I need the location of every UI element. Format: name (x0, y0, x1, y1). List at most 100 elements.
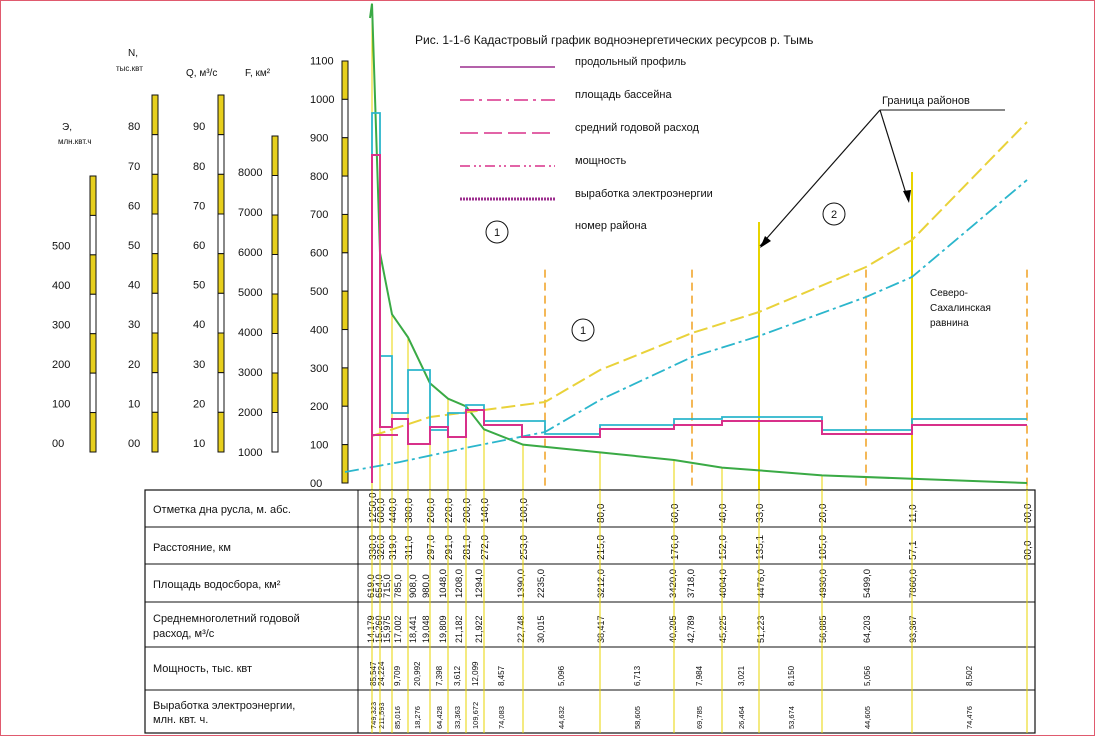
axis-e-segment (89, 412, 97, 453)
discharge-value: 14,179 (366, 615, 376, 643)
axis-label-e-unit: млн.квт.ч (58, 137, 92, 146)
basin-area-value: 715,0 (382, 574, 393, 598)
energy-value: 69,785 (695, 706, 704, 729)
elevation-value: 200,0 (462, 498, 473, 523)
axis-q-segment (217, 94, 225, 136)
power-value: 85,547 (369, 661, 378, 686)
axis-h-segment (341, 175, 349, 215)
axis-h-segment (341, 213, 349, 254)
annotations: Граница районов Северо- Сахалинская равн… (882, 95, 991, 329)
axis-q-segment (217, 332, 225, 374)
discharge-value: 51,223 (756, 615, 766, 643)
basin-area-value: 1208,0 (454, 569, 465, 598)
axis-e-tick: 300 (52, 320, 70, 332)
axis-n-tick: 10 (128, 398, 140, 410)
basin-area-value: 908,0 (408, 574, 419, 598)
axis-f-segment (271, 135, 279, 176)
legend: продольный профиль площадь бассейна средни… (460, 56, 713, 232)
basin-area-value: 7860,0 (908, 569, 919, 598)
row-label-energy-2: млн. квт. ч. (153, 714, 208, 726)
basin-area-value: 1048,0 (438, 569, 449, 598)
discharge-value: 18,441 (408, 615, 418, 643)
energy-value: 74,476 (965, 706, 974, 729)
axis-q-tick: 10 (193, 438, 205, 450)
axis-n-segment (151, 372, 159, 413)
axis-f-tick: 5000 (238, 287, 262, 299)
discharge-value: 21,182 (454, 615, 464, 643)
axis-n-tick: 50 (128, 240, 140, 252)
series-energy-step (371, 154, 1027, 483)
axis-e-segment (89, 214, 97, 256)
axis-label-q: Q, м³/с (186, 68, 217, 79)
distance-value: 319,0 (388, 535, 399, 560)
power-value: 9,709 (393, 665, 402, 686)
axis-f-tick: 7000 (238, 207, 262, 219)
row-label-discharge-2: расход, м³/с (153, 628, 215, 640)
axis-n-segment (151, 134, 159, 175)
elevation-value: 20,0 (818, 503, 829, 523)
basin-area-value: 4476,0 (756, 569, 767, 598)
row-label-basin-area: Площадь водосбора, км² (153, 579, 281, 591)
elevation-value: 1250,0 (368, 492, 379, 523)
discharge-value: 45,225 (718, 615, 728, 643)
distance-value: 176,0 (670, 535, 681, 560)
axis-n-tick: 80 (128, 121, 140, 133)
energy-value: 109,672 (471, 702, 480, 729)
axis-q-segment (217, 134, 225, 175)
chart-title: Рис. 1-1-6 Кадастровый график водноэнерг… (415, 33, 813, 47)
distance-value: 00,0 (1023, 540, 1034, 560)
legend-label-discharge: средний годовой расход (575, 122, 700, 134)
legend-label-district: номер района (575, 220, 648, 232)
axis-h-tick: 1000 (310, 94, 334, 106)
axis-q-segment (217, 372, 225, 413)
power-value: 8,150 (787, 665, 796, 686)
energy-value: 26,464 (737, 706, 746, 729)
axis-n-segment (151, 411, 159, 453)
energy-value: 85,016 (393, 706, 402, 729)
discharge-value: 38,417 (596, 615, 606, 643)
basin-area-value: 5499,0 (862, 569, 873, 598)
distance-value: 281,0 (462, 535, 473, 560)
energy-value: 58,605 (633, 706, 642, 729)
basin-area-value: 980,0 (421, 574, 432, 598)
axis-f-segment (271, 175, 279, 216)
axis-e-segment (89, 333, 97, 374)
distance-value: 297,0 (426, 535, 437, 560)
energy-value: 18,276 (413, 706, 422, 729)
axis-f-segment (271, 372, 279, 413)
axis-h-segment (341, 137, 349, 177)
discharge-value: 42,789 (686, 615, 696, 643)
basin-area-value: 785,0 (393, 574, 404, 598)
axis-h-tick: 500 (310, 286, 328, 298)
power-value: 5,056 (863, 665, 872, 686)
district-number: 1 (580, 325, 586, 337)
axis-f-segment (271, 412, 279, 453)
axis-h-segment (341, 60, 349, 100)
axis-q-tick: 60 (193, 240, 205, 252)
scale-axes: Э, млн.квт.ч 00 100 200 300 400 500 N, тыс.квт 00 1… (52, 48, 349, 490)
axis-n-segment (151, 94, 159, 136)
axis-h-segment (341, 252, 349, 292)
axis-f-segment (271, 214, 279, 255)
axis-f-tick: 8000 (238, 167, 262, 179)
axis-e-tick: 00 (52, 438, 64, 450)
energy-value: 74,083 (497, 706, 506, 729)
district-marker (822, 202, 846, 226)
discharge-value: 21,922 (474, 615, 484, 643)
basin-area-value: 3718,0 (686, 569, 697, 598)
discharge-value: 17,002 (393, 615, 403, 643)
axis-q-segment (217, 411, 225, 453)
series-discharge-line (344, 179, 1028, 473)
basin-area-value: 1390,0 (516, 569, 527, 598)
power-value: 5,096 (557, 665, 566, 686)
energy-value: 211,593 (377, 702, 386, 729)
axis-h-tick: 100 (310, 440, 328, 452)
basin-area-value: 2235,0 (536, 569, 547, 598)
axis-e-segment (89, 293, 97, 335)
axis-h-segment (341, 98, 349, 139)
region-annotation-line3: равнина (930, 318, 969, 329)
discharge-value: 56,885 (818, 615, 828, 643)
axis-e-tick: 400 (52, 280, 70, 292)
axis-q-tick: 20 (193, 398, 205, 410)
row-label-power: Мощность, тыс. квт (153, 663, 252, 675)
